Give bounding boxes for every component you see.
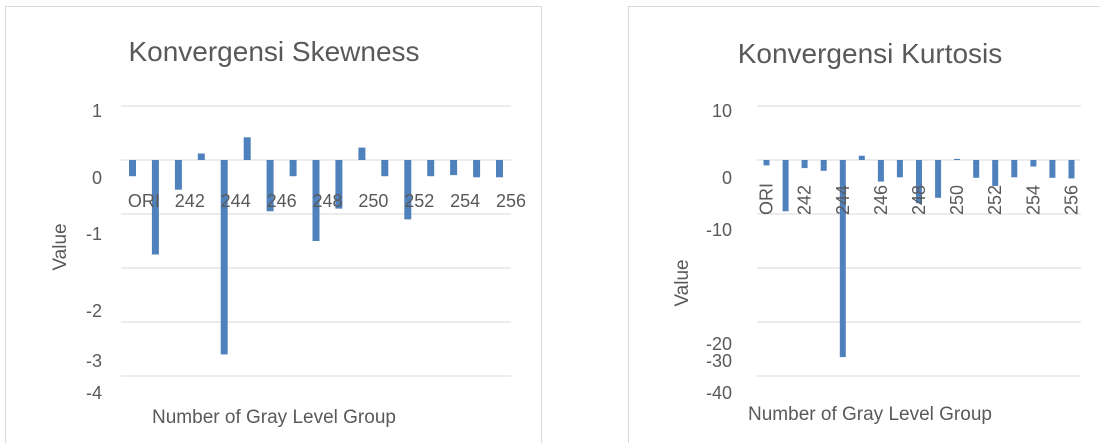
chart-title: Konvergensi Kurtosis	[738, 38, 1003, 69]
bar	[1049, 160, 1056, 178]
skewness-chart: Konvergensi Skewness 1 0 -1 -2 -3 -4 ORI 242 24…	[50, 36, 526, 428]
bar	[782, 160, 789, 212]
bar	[335, 160, 343, 209]
bar	[266, 160, 274, 212]
bar	[973, 160, 980, 178]
x-tick-label: ORI	[128, 191, 160, 211]
x-tick-label: 256	[496, 191, 526, 211]
y-tick-label: -30	[706, 351, 732, 371]
bar	[473, 160, 481, 178]
bar	[801, 160, 808, 169]
bar	[896, 160, 903, 178]
bar	[450, 160, 458, 176]
y-axis-title: Value	[50, 223, 71, 270]
x-axis-title: Number of Gray Level Group	[152, 407, 396, 428]
y-tick-label: -40	[706, 383, 732, 403]
x-tick-label: 248	[312, 191, 342, 211]
kurtosis-chart-panel: Konvergensi Kurtosis 10 0 -10 -20 -30 -40 ORI…	[628, 6, 1100, 443]
y-tick-label: -20	[706, 334, 732, 354]
bar	[129, 160, 136, 177]
bar	[151, 160, 159, 255]
bar	[992, 160, 999, 186]
bar	[858, 155, 865, 160]
skewness-chart-panel: Konvergensi Skewness 1 0 -1 -2 -3 -4 ORI 242 24…	[5, 6, 542, 443]
bar	[496, 160, 503, 178]
x-tick-label: 250	[358, 191, 388, 211]
x-tick-label: 246	[267, 191, 297, 211]
x-tick-label: 244	[221, 191, 251, 211]
y-tick-label: 0	[92, 168, 102, 188]
bar	[954, 158, 961, 160]
y-tick-label: -2	[86, 301, 102, 321]
bar	[1011, 160, 1018, 178]
bar	[289, 160, 297, 177]
x-tick-label: 254	[450, 191, 480, 211]
bar	[312, 160, 320, 241]
bar	[404, 160, 412, 220]
bar	[763, 160, 770, 166]
x-tick-label: 242	[175, 191, 205, 211]
y-tick-label: -3	[86, 351, 102, 371]
kurtosis-chart: Konvergensi Kurtosis 10 0 -10 -20-30 -40 ORI…	[672, 38, 1081, 425]
x-tick-label: 246	[871, 185, 891, 215]
bar	[358, 147, 366, 160]
y-tick-label: 10	[712, 101, 732, 121]
x-tick-label: 244	[833, 185, 853, 215]
bar	[427, 160, 435, 177]
bar	[174, 160, 182, 190]
x-tick-label: 250	[947, 185, 967, 215]
x-tick-label: ORI	[757, 183, 777, 215]
bar	[820, 160, 827, 171]
bar	[197, 153, 205, 160]
bar	[243, 137, 251, 160]
bar	[381, 160, 389, 177]
bar	[1030, 160, 1037, 167]
x-tick-label: 252	[985, 185, 1005, 215]
bar	[1068, 160, 1075, 179]
y-tick-label: 0	[722, 168, 732, 188]
y-tick-label: -1	[86, 224, 102, 244]
x-tick-label: 242	[795, 185, 815, 215]
x-tick-label: 254	[1023, 185, 1043, 215]
bar	[877, 160, 884, 182]
chart-title: Konvergensi Skewness	[128, 36, 419, 67]
x-axis-title: Number of Gray Level Group	[748, 404, 992, 425]
y-tick-label: -4	[86, 383, 102, 403]
y-tick-label: 1	[92, 101, 102, 121]
bar	[220, 160, 228, 355]
x-tick-label: 248	[909, 185, 929, 215]
x-tick-label: 252	[404, 191, 434, 211]
bar	[935, 160, 942, 198]
x-tick-label: 256	[1061, 185, 1081, 215]
y-tick-label: -10	[706, 220, 732, 240]
bar	[839, 160, 846, 358]
bar	[916, 160, 922, 204]
y-axis-title: Value	[672, 259, 693, 306]
